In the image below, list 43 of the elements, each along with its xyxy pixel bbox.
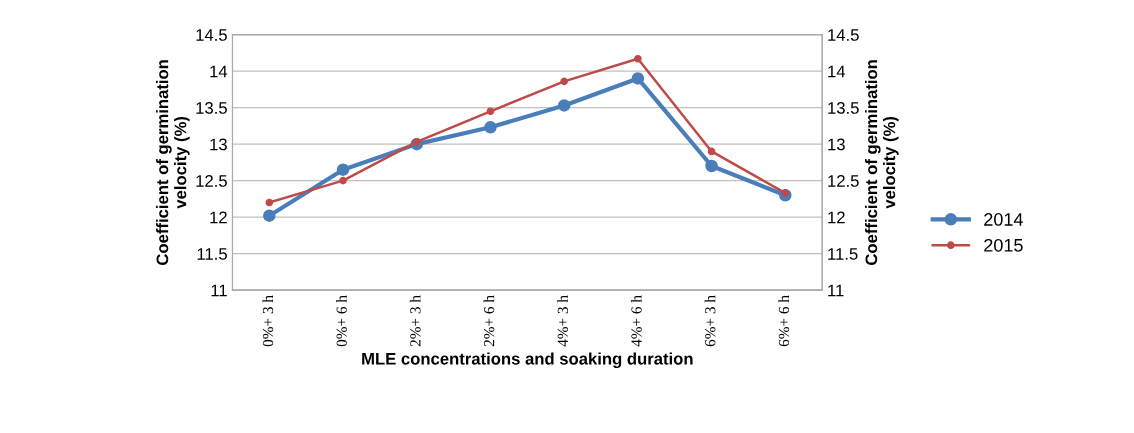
x-tick-label: 6%+ 6 h	[778, 295, 790, 347]
x-tick-label: 4%+ 6 h	[630, 295, 642, 347]
y-axis-title: Coefficient of germination velocity (%)	[156, 60, 190, 265]
x-tick-label: 6%+ 3 h	[704, 295, 716, 347]
y-tick-label: 14.5	[196, 29, 227, 41]
point	[336, 163, 350, 176]
x-tick-label: 0%+ 3 h	[262, 295, 274, 347]
y2-tick-label: 12.5	[828, 175, 859, 187]
point	[557, 99, 571, 112]
point	[707, 147, 716, 156]
legend-label: 2015	[984, 238, 1023, 252]
y-tick-label: 13	[210, 138, 227, 151]
x-tick-label: 2%+ 3 h	[409, 295, 421, 347]
y-tick-label: 12.5	[196, 175, 227, 187]
y-tick-label: 12	[210, 211, 227, 224]
y2-tick-label: 14	[828, 65, 846, 78]
y2-tick-label: 11	[828, 284, 844, 297]
y-tick-label: 14	[210, 65, 228, 78]
point	[265, 198, 274, 207]
y2-tick-label: 12	[828, 211, 845, 224]
y2-tick-label: 14.5	[828, 29, 859, 41]
point	[412, 138, 421, 146]
point	[263, 209, 276, 222]
point	[705, 159, 718, 173]
y-tick-label: 11.5	[197, 248, 227, 260]
point	[631, 72, 645, 85]
x-tick-label: 0%+ 6 h	[336, 295, 347, 347]
legend-label: 2014	[984, 213, 1023, 226]
x-tick-label: 2%+ 6 h	[483, 295, 495, 347]
y2-tick-label: 13.5	[828, 102, 859, 114]
point	[634, 54, 642, 63]
point	[484, 121, 497, 134]
point	[486, 107, 495, 116]
point	[339, 176, 347, 185]
point	[781, 189, 790, 197]
x-tick-label: 4%+ 3 h	[557, 295, 569, 347]
y2-tick-label: 13	[828, 138, 845, 151]
y2-axis-title: Coefficient of germination velocity (%)	[865, 60, 899, 265]
y2-tick-label: 11.5	[828, 248, 858, 260]
y-tick-label: 11	[211, 284, 227, 297]
y-tick-label: 13.5	[196, 102, 227, 114]
x-axis-title: MLE concentrations and soaking duration	[362, 352, 693, 369]
point	[560, 77, 568, 86]
